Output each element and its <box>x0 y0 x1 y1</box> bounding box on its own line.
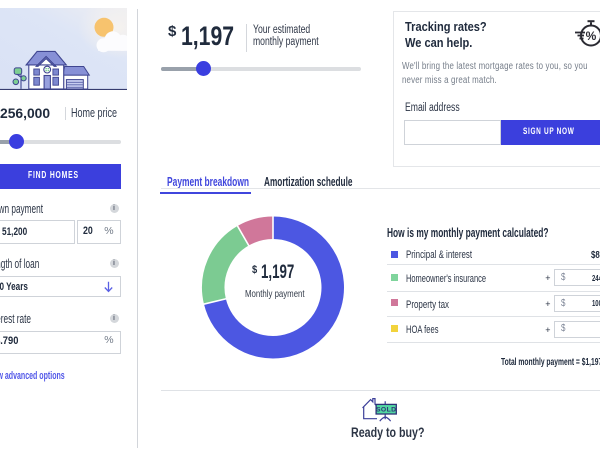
svg-text:SOLD: SOLD <box>376 407 396 414</box>
svg-text:%: % <box>586 29 597 43</box>
